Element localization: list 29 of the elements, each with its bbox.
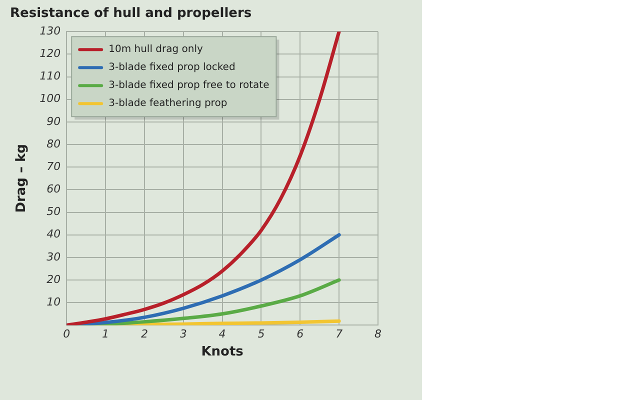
legend-label: 3-blade fixed prop free to rotate bbox=[108, 80, 270, 92]
x-tick-label: 2 bbox=[140, 328, 148, 341]
y-tick-label: 110 bbox=[40, 70, 61, 83]
x-tick-label: 6 bbox=[296, 328, 304, 341]
y-tick-label: 30 bbox=[46, 250, 61, 264]
x-tick-label: 0 bbox=[63, 328, 70, 341]
x-tick-label: 3 bbox=[180, 328, 187, 341]
y-tick-label: 50 bbox=[46, 205, 61, 218]
x-tick-label: 7 bbox=[336, 328, 343, 341]
y-tick-label: 80 bbox=[46, 137, 61, 150]
x-tick-label: 1 bbox=[102, 328, 110, 341]
y-tick-label: 130 bbox=[40, 24, 61, 38]
y-tick-label: 20 bbox=[46, 272, 61, 286]
y-tick-label: 100 bbox=[40, 92, 61, 106]
legend-label: 10m hull drag only bbox=[108, 44, 203, 56]
y-tick-label: 120 bbox=[40, 47, 61, 60]
y-tick-label: 70 bbox=[46, 160, 61, 173]
legend-label: 3-blade fixed prop locked bbox=[108, 62, 236, 74]
y-tick-label: 40 bbox=[46, 228, 61, 241]
x-tick-label: 4 bbox=[218, 328, 226, 341]
y-tick-label: 10 bbox=[46, 295, 61, 308]
x-tick-label: 8 bbox=[374, 328, 382, 341]
x-tick-label: 5 bbox=[258, 328, 265, 341]
y-tick-label: 90 bbox=[46, 114, 61, 128]
chart-title: Resistance of hull and propellers bbox=[10, 6, 252, 22]
y-axis-title: Drag – kg bbox=[14, 144, 30, 213]
legend-label: 3-blade feathering prop bbox=[108, 98, 228, 110]
y-tick-label: 60 bbox=[46, 182, 61, 196]
x-axis-title: Knots bbox=[201, 344, 244, 360]
